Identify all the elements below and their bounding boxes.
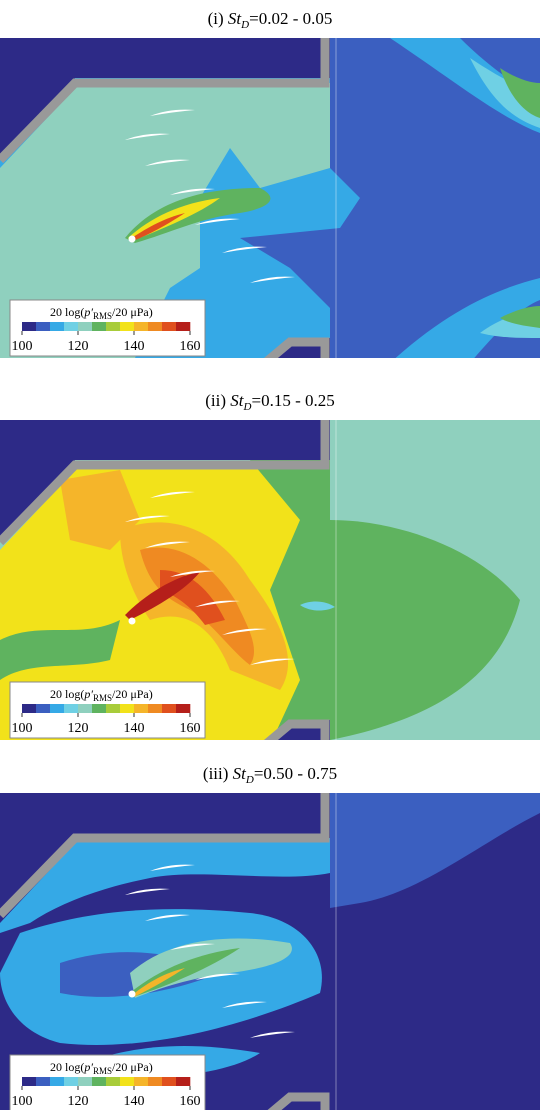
colorbar-tick-label: 120 [68, 339, 89, 354]
title-range: =0.02 - 0.05 [249, 9, 332, 28]
colorbar-swatch [120, 704, 134, 713]
colorbar-swatch [36, 1077, 50, 1086]
colorbar-swatch [120, 1077, 134, 1086]
colorbar-swatch [50, 704, 64, 713]
colorbar: 20 log(p′RMS/20 μPa) 100 120 140 160 [10, 300, 205, 356]
title-prefix: (iii) [203, 764, 233, 783]
jet-origin [129, 236, 136, 243]
colorbar-tick-label: 160 [180, 1094, 201, 1109]
colorbar-swatch [36, 704, 50, 713]
title-sub: D [245, 774, 254, 786]
contour-panel: 20 log(p′RMS/20 μPa) 100 120 140 160 [0, 420, 540, 745]
jet-origin [129, 618, 136, 625]
title-sub: D [243, 401, 252, 413]
colorbar-tick-label: 100 [12, 339, 33, 354]
colorbar-swatch [148, 322, 162, 331]
title-prefix: (ii) [205, 391, 230, 410]
colorbar-swatch [92, 704, 106, 713]
colorbar-swatch [134, 322, 148, 331]
label-sub: RMS [93, 693, 112, 703]
colorbar-swatch [162, 704, 176, 713]
title-range: =0.15 - 0.25 [251, 391, 334, 410]
colorbar-swatch [64, 1077, 78, 1086]
colorbar-swatch [134, 704, 148, 713]
colorbar-swatch [92, 322, 106, 331]
colorbar-swatch [120, 322, 134, 331]
label-var: p′ [83, 1060, 93, 1074]
colorbar-swatch [78, 1077, 92, 1086]
colorbar-swatch [78, 704, 92, 713]
label-sub: RMS [93, 1066, 112, 1076]
colorbar-tick-label: 160 [180, 721, 201, 736]
colorbar-swatch [78, 322, 92, 331]
contour-panel: 20 log(p′RMS/20 μPa) 100 120 140 160 [0, 793, 540, 1110]
colorbar-swatch [22, 704, 36, 713]
colorbar-swatch [36, 322, 50, 331]
colorbar-tick-label: 120 [68, 1094, 89, 1109]
figure: (i) StD=0.02 - 0.0520 log(p′RMS/20 μPa)1… [0, 0, 540, 1110]
colorbar-swatch [22, 1077, 36, 1086]
jet-origin [129, 991, 136, 998]
colorbar-swatch [148, 1077, 162, 1086]
colorbar-swatch [64, 704, 78, 713]
colorbar-tick-label: 160 [180, 339, 201, 354]
colorbar-swatch [176, 1077, 190, 1086]
title-prefix: (i) [208, 9, 228, 28]
title-sub: D [240, 19, 249, 31]
colorbar-swatch [148, 704, 162, 713]
page: (i) StD=0.02 - 0.0520 log(p′RMS/20 μPa)1… [0, 0, 540, 1110]
panel-title: (iii) StD=0.50 - 0.75 [203, 764, 337, 786]
colorbar-swatch [50, 322, 64, 331]
colorbar-swatch [134, 1077, 148, 1086]
colorbar-tick-label: 100 [12, 1094, 33, 1109]
panel-title: (i) StD=0.02 - 0.05 [208, 9, 333, 31]
colorbar: 20 log(p′RMS/20 μPa) 100 120 140 160 [10, 682, 205, 738]
colorbar: 20 log(p′RMS/20 μPa) 100 120 140 160 [10, 1055, 205, 1110]
contour-panel: 20 log(p′RMS/20 μPa) 100 120 140 160 [0, 38, 540, 368]
colorbar-swatch [106, 322, 120, 331]
colorbar-tick-label: 100 [12, 721, 33, 736]
label-prefix: 20 log( [50, 305, 84, 319]
label-suffix: /20 μPa) [112, 1060, 153, 1074]
colorbar-swatch [162, 322, 176, 331]
label-prefix: 20 log( [50, 1060, 84, 1074]
colorbar-swatch [162, 1077, 176, 1086]
colorbar-tick-label: 140 [124, 1094, 145, 1109]
label-suffix: /20 μPa) [112, 305, 153, 319]
colorbar-swatch [22, 322, 36, 331]
colorbar-swatch [176, 704, 190, 713]
label-prefix: 20 log( [50, 687, 84, 701]
panel-title: (ii) StD=0.15 - 0.25 [205, 391, 334, 413]
colorbar-swatch [64, 322, 78, 331]
colorbar-swatch [92, 1077, 106, 1086]
colorbar-swatch [50, 1077, 64, 1086]
title-range: =0.50 - 0.75 [254, 764, 337, 783]
colorbar-swatch [176, 322, 190, 331]
label-suffix: /20 μPa) [112, 687, 153, 701]
colorbar-tick-label: 140 [124, 339, 145, 354]
colorbar-swatch [106, 704, 120, 713]
label-sub: RMS [93, 311, 112, 321]
label-var: p′ [83, 687, 93, 701]
colorbar-tick-label: 140 [124, 721, 145, 736]
colorbar-swatch [106, 1077, 120, 1086]
colorbar-tick-label: 120 [68, 721, 89, 736]
label-var: p′ [83, 305, 93, 319]
